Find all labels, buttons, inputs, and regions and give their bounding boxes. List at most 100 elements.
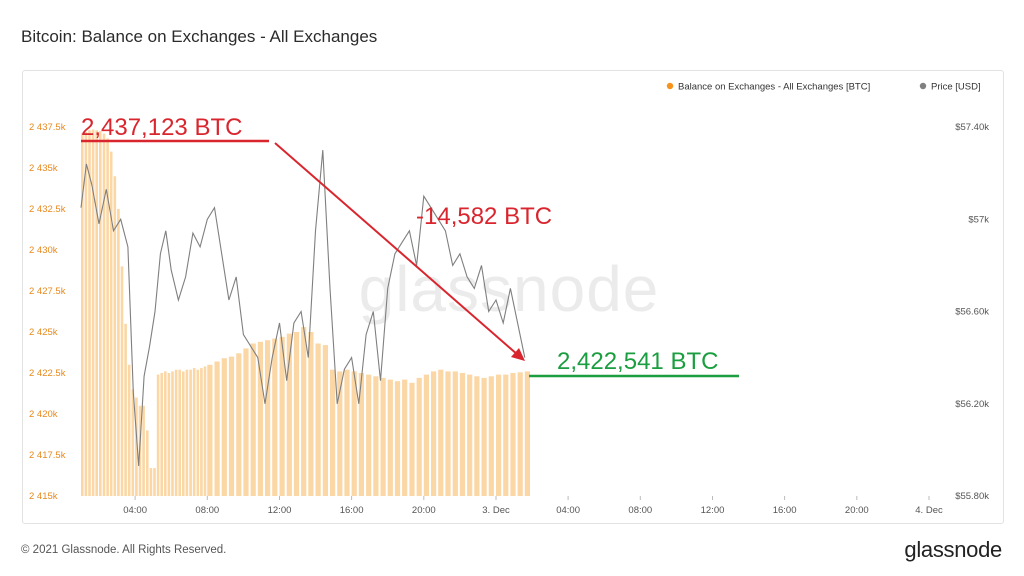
y-left-tick-label: 2 427.5k xyxy=(29,286,66,297)
balance-bar xyxy=(228,356,235,496)
x-tick-label: 08:00 xyxy=(195,505,219,516)
balance-bar xyxy=(99,131,102,496)
balance-bar xyxy=(438,369,444,496)
balance-bar xyxy=(423,374,429,496)
y-right-tick-label: $56.60k xyxy=(955,307,989,318)
balance-bar xyxy=(200,368,203,496)
y-left-tick-label: 2 437.5k xyxy=(29,122,66,133)
y-right-tick-label: $57.40k xyxy=(955,122,989,133)
balance-bar xyxy=(207,364,213,496)
balance-bar xyxy=(164,371,167,496)
x-tick-label: 4. Dec xyxy=(915,505,943,516)
balance-bar xyxy=(503,374,509,496)
y-left-tick-label: 2 422.5k xyxy=(29,368,66,379)
chart-panel: Balance on Exchanges - All Exchanges [BT… xyxy=(22,70,1004,524)
x-tick-label: 04:00 xyxy=(556,505,580,516)
balance-bar xyxy=(91,129,95,496)
y-left-tick-label: 2 415k xyxy=(29,491,58,502)
balance-bar xyxy=(452,371,458,496)
balance-bar xyxy=(286,333,292,496)
balance-bar xyxy=(106,138,109,496)
balance-bar xyxy=(467,374,473,496)
balance-bar xyxy=(221,358,227,496)
balance-bar xyxy=(344,369,350,496)
y-left-tick-label: 2 425k xyxy=(29,327,58,338)
balance-bar xyxy=(153,468,156,496)
balance-bar xyxy=(156,374,160,496)
y-axis-right: $57.40k $57k $56.60k $56.20k $55.80k xyxy=(955,122,989,502)
balance-bar xyxy=(337,371,343,496)
balance-bar xyxy=(167,373,171,496)
balance-bar xyxy=(214,361,220,496)
y-right-tick-label: $56.20k xyxy=(955,399,989,410)
balance-bar xyxy=(517,372,523,496)
annotation-end: 2,422,541 BTC xyxy=(557,348,718,375)
balance-bar xyxy=(373,376,379,496)
balance-bar xyxy=(203,366,207,496)
y-left-tick-label: 2 430k xyxy=(29,245,58,256)
x-tick-label: 12:00 xyxy=(701,505,725,516)
balance-bar xyxy=(387,379,393,496)
balance-bar xyxy=(524,371,530,496)
balance-bar xyxy=(146,430,149,496)
balance-bar xyxy=(185,369,189,496)
trend-arrow-line xyxy=(274,142,519,356)
x-tick-label: 16:00 xyxy=(340,505,364,516)
legend[interactable]: Balance on Exchanges - All Exchanges [BT… xyxy=(666,82,981,93)
y-left-tick-label: 2 420k xyxy=(29,409,58,420)
balance-bar xyxy=(308,332,314,496)
chart-svg: Balance on Exchanges - All Exchanges [BT… xyxy=(29,82,989,517)
balance-bar xyxy=(182,371,185,496)
balance-bar xyxy=(131,389,135,496)
balance-bar xyxy=(189,369,192,496)
legend-price-label[interactable]: Price [USD] xyxy=(931,82,981,93)
balance-bar xyxy=(102,133,106,496)
y-right-tick-label: $57k xyxy=(968,214,989,225)
balance-bar xyxy=(196,369,200,496)
glassnode-logo[interactable]: glassnode xyxy=(904,537,1002,562)
balance-bar xyxy=(431,371,437,496)
balance-bar xyxy=(481,377,487,496)
balance-bar xyxy=(120,266,124,496)
balance-bar xyxy=(95,130,98,497)
balance-bar xyxy=(124,323,127,496)
balance-bar xyxy=(160,373,163,496)
balance-bar xyxy=(149,468,153,496)
balance-bar xyxy=(250,343,256,496)
balance-bar xyxy=(351,371,357,496)
balance-bar xyxy=(178,369,181,496)
x-tick-label: 3. Dec xyxy=(482,505,510,516)
chart-title: Bitcoin: Balance on Exchanges - All Exch… xyxy=(21,27,378,46)
balance-bar xyxy=(142,405,145,496)
balance-bar xyxy=(409,382,415,496)
price-line xyxy=(80,150,526,467)
y-right-tick-label: $55.80k xyxy=(955,491,989,502)
balance-bar xyxy=(330,369,336,496)
balance-bar xyxy=(272,338,278,496)
balance-bar xyxy=(192,368,196,496)
balance-bar xyxy=(496,374,502,496)
x-tick-label: 16:00 xyxy=(773,505,797,516)
balance-bar xyxy=(257,341,263,496)
copyright-text: © 2021 Glassnode. All Rights Reserved. xyxy=(21,544,227,556)
balance-bar xyxy=(243,348,249,496)
balance-bar xyxy=(293,332,300,496)
balance-bar xyxy=(81,133,84,496)
x-tick-label: 20:00 xyxy=(412,505,436,516)
balance-bars xyxy=(81,129,530,497)
legend-balance-label[interactable]: Balance on Exchanges - All Exchanges [BT… xyxy=(678,82,870,93)
trend-arrowhead xyxy=(511,348,525,361)
balance-bar xyxy=(380,377,386,496)
balance-bar xyxy=(322,345,328,496)
balance-bar xyxy=(510,373,516,496)
balance-bar xyxy=(88,130,91,497)
annotation-change: -14,582 BTC xyxy=(416,203,552,230)
balance-bar xyxy=(109,151,113,496)
y-left-tick-label: 2 432.5k xyxy=(29,204,66,215)
balance-bar xyxy=(488,376,494,496)
y-left-tick-label: 2 417.5k xyxy=(29,450,66,461)
legend-price-swatch xyxy=(919,82,927,90)
price-line-group xyxy=(80,150,526,467)
x-tick-label: 12:00 xyxy=(268,505,292,516)
y-left-tick-label: 2 435k xyxy=(29,163,58,174)
